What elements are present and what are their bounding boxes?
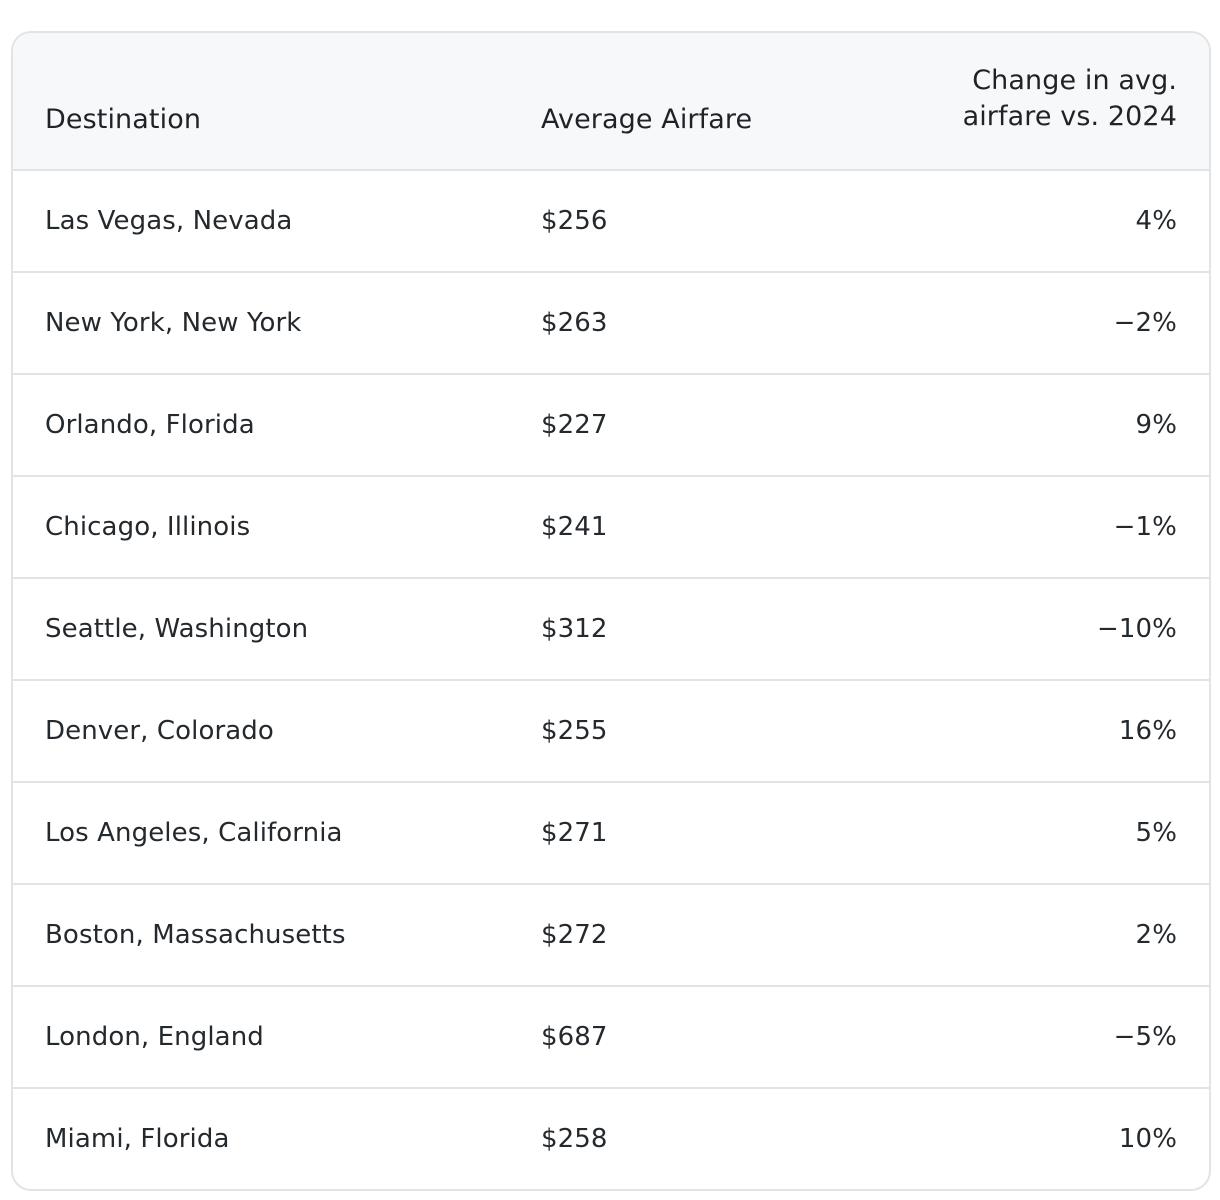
airfare-cell: $271 bbox=[541, 818, 608, 848]
airfare-cell: $256 bbox=[541, 206, 608, 236]
destination-cell: London, England bbox=[45, 1022, 264, 1052]
table-row: Chicago, Illinois $241 −1% bbox=[13, 477, 1209, 579]
table-header-row: Destination Average Airfare Change in av… bbox=[13, 33, 1209, 171]
airfare-cell: $241 bbox=[541, 512, 608, 542]
airfare-cell: $272 bbox=[541, 920, 608, 950]
destination-cell: New York, New York bbox=[45, 308, 302, 338]
header-change: Change in avg. airfare vs. 2024 bbox=[962, 65, 1177, 132]
airfare-cell: $263 bbox=[541, 308, 608, 338]
change-cell: 5% bbox=[1135, 818, 1177, 848]
table-row: New York, New York $263 −2% bbox=[13, 273, 1209, 375]
destination-cell: Las Vegas, Nevada bbox=[45, 206, 293, 236]
header-destination: Destination bbox=[45, 104, 202, 135]
change-cell: 10% bbox=[1118, 1124, 1177, 1154]
destination-cell: Orlando, Florida bbox=[45, 410, 255, 440]
change-cell: −5% bbox=[1113, 1022, 1177, 1052]
change-cell: −10% bbox=[1097, 614, 1177, 644]
table-row: London, England $687 −5% bbox=[13, 987, 1209, 1089]
change-cell: −1% bbox=[1113, 512, 1177, 542]
airfare-cell: $258 bbox=[541, 1124, 608, 1154]
table-row: Orlando, Florida $227 9% bbox=[13, 375, 1209, 477]
airfare-cell: $687 bbox=[541, 1022, 608, 1052]
airfare-table: Destination Average Airfare Change in av… bbox=[11, 31, 1211, 1191]
destination-cell: Miami, Florida bbox=[45, 1124, 230, 1154]
change-cell: 16% bbox=[1118, 716, 1177, 746]
table-row: Los Angeles, California $271 5% bbox=[13, 783, 1209, 885]
change-cell: 4% bbox=[1135, 206, 1177, 236]
destination-cell: Chicago, Illinois bbox=[45, 512, 251, 542]
change-cell: 2% bbox=[1135, 920, 1177, 950]
table-row: Seattle, Washington $312 −10% bbox=[13, 579, 1209, 681]
destination-cell: Denver, Colorado bbox=[45, 716, 274, 746]
header-average-airfare: Average Airfare bbox=[541, 104, 753, 135]
table-row: Miami, Florida $258 10% bbox=[13, 1089, 1209, 1189]
airfare-cell: $227 bbox=[541, 410, 608, 440]
destination-cell: Seattle, Washington bbox=[45, 614, 309, 644]
destination-cell: Los Angeles, California bbox=[45, 818, 343, 848]
table-row: Denver, Colorado $255 16% bbox=[13, 681, 1209, 783]
airfare-cell: $312 bbox=[541, 614, 608, 644]
table-row: Boston, Massachusetts $272 2% bbox=[13, 885, 1209, 987]
airfare-cell: $255 bbox=[541, 716, 608, 746]
change-cell: 9% bbox=[1135, 410, 1177, 440]
table-row: Las Vegas, Nevada $256 4% bbox=[13, 171, 1209, 273]
change-cell: −2% bbox=[1113, 308, 1177, 338]
destination-cell: Boston, Massachusetts bbox=[45, 920, 346, 950]
